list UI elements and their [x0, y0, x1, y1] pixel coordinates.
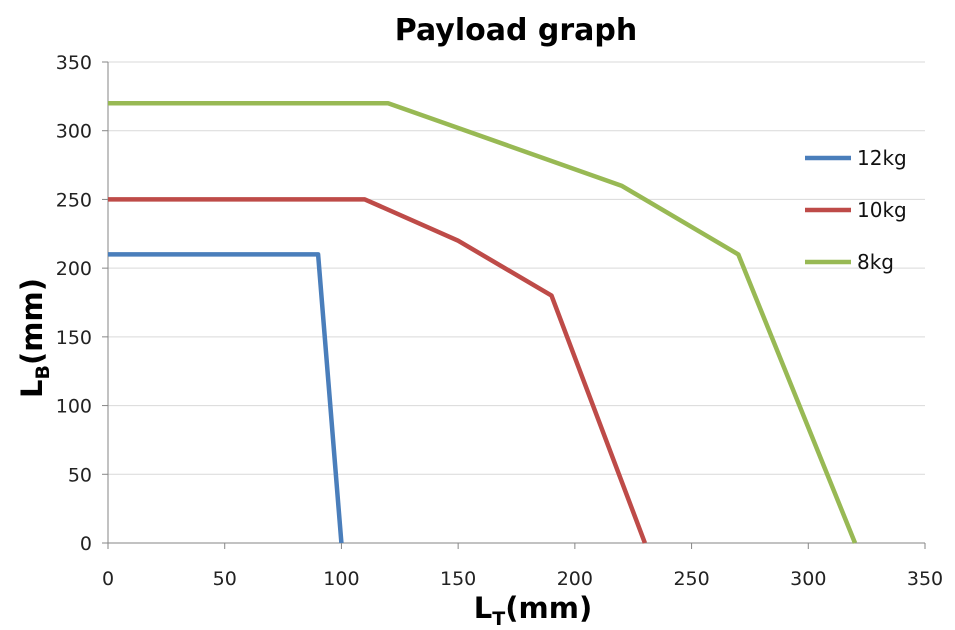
- y-tick-label-100: 100: [56, 396, 92, 418]
- axes: [107, 62, 925, 544]
- y-axis-title-suffix: (mm): [15, 278, 49, 365]
- y-tick-label-250: 250: [56, 189, 92, 211]
- x-axis-ticks: 0 50 100 150 200 250 300 350: [102, 543, 943, 590]
- x-tick-label-350: 350: [907, 568, 943, 590]
- x-axis-title-main: L: [474, 591, 492, 625]
- y-axis-title-sub: B: [32, 365, 54, 379]
- y-tick-label-350: 350: [56, 52, 92, 74]
- x-tick-label-300: 300: [790, 568, 826, 590]
- x-tick-label-200: 200: [557, 568, 593, 590]
- y-axis-title-main: L: [15, 379, 49, 397]
- y-tick-label-300: 300: [56, 121, 92, 143]
- chart-title: Payload graph: [395, 13, 637, 48]
- x-tick-label-100: 100: [323, 568, 359, 590]
- y-tick-label-150: 150: [56, 327, 92, 349]
- x-axis-title-suffix: (mm): [505, 591, 592, 625]
- series-line-10kg: [108, 197, 648, 544]
- series-line-8kg: [108, 100, 858, 544]
- legend-label-8kg: 8kg: [857, 250, 894, 274]
- x-tick-label-250: 250: [673, 568, 709, 590]
- x-axis-title-sub: T: [492, 608, 505, 630]
- x-tick-label-0: 0: [102, 568, 114, 590]
- y-axis-title: LB(mm): [15, 278, 54, 398]
- y-tick-label-0: 0: [80, 533, 92, 555]
- x-tick-label-150: 150: [440, 568, 476, 590]
- y-tick-label-200: 200: [56, 258, 92, 280]
- x-tick-label-50: 50: [213, 568, 237, 590]
- series-lines: [108, 100, 858, 544]
- series-line-12kg: [108, 252, 344, 544]
- legend: 12kg 10kg 8kg: [805, 146, 907, 274]
- legend-label-12kg: 12kg: [857, 146, 907, 170]
- y-tick-label-50: 50: [68, 464, 92, 486]
- legend-label-10kg: 10kg: [857, 198, 907, 222]
- x-axis-title: LT(mm): [474, 591, 592, 630]
- y-axis-ticks: 0 50 100 150 200 250 300 350: [56, 52, 108, 555]
